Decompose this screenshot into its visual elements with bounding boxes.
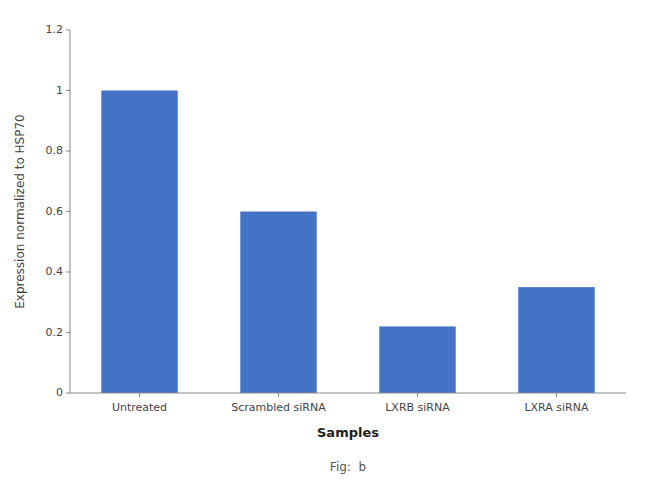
y-tick-label: 0.4 <box>46 265 64 278</box>
y-tick <box>66 151 70 152</box>
y-tick <box>66 272 70 273</box>
y-tick <box>66 211 70 212</box>
bar <box>101 91 177 394</box>
x-axis-line <box>70 393 626 394</box>
y-tick-label: 0.8 <box>46 144 64 157</box>
y-tick <box>66 90 70 91</box>
x-tick-label: LXRA siRNA <box>524 401 589 414</box>
y-tick <box>66 30 70 31</box>
y-tick-label: 1.2 <box>46 23 64 36</box>
x-tick-label: Untreated <box>112 401 167 414</box>
x-tick <box>556 393 557 397</box>
chart-svg: 0 0.2 0.4 0.6 0.8 1 1.2 Untreated Scrambled siRN… <box>0 0 650 483</box>
bar <box>240 212 316 394</box>
y-tick <box>66 332 70 333</box>
y-tick-label: 0.6 <box>46 205 64 218</box>
annotation: Fig: b <box>330 460 366 474</box>
x-tick-label: Scrambled siRNA <box>231 401 326 414</box>
y-tick-label: 1 <box>56 84 63 97</box>
bar <box>379 326 455 393</box>
y-tick <box>66 393 70 394</box>
bars <box>101 91 594 394</box>
x-tick <box>139 393 140 397</box>
chart-container: 0 0.2 0.4 0.6 0.8 1 1.2 Untreated Scrambled siRN… <box>0 0 650 483</box>
bar <box>518 287 594 393</box>
y-axis-label: Expression normalized to HSP70 <box>13 114 27 308</box>
x-axis-label: Samples <box>317 425 379 440</box>
x-tick <box>278 393 279 397</box>
x-tick <box>417 393 418 397</box>
x-tick-label: LXRB siRNA <box>385 401 450 414</box>
y-tick-label: 0.2 <box>46 326 64 339</box>
y-tick-label: 0 <box>56 386 63 399</box>
